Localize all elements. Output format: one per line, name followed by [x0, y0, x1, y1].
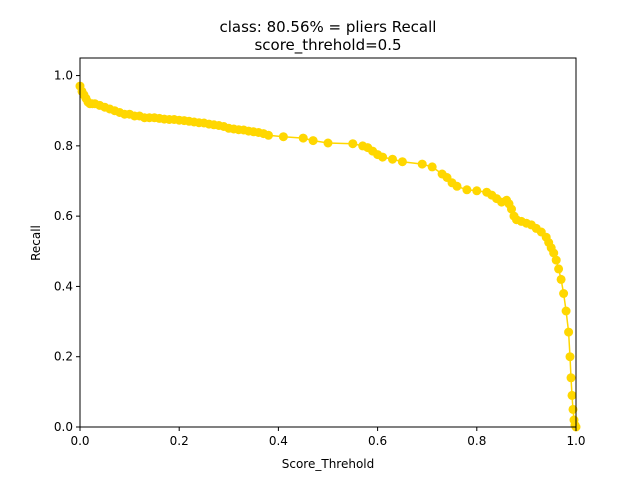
x-axis-ticks: 0.0 0.2 0.4 0.6 0.8 1.0	[70, 427, 586, 448]
data-point	[554, 264, 564, 274]
data-point	[298, 133, 308, 143]
data-point	[417, 159, 427, 169]
data-point	[278, 132, 288, 142]
x-tick-label: 0.4	[269, 434, 288, 448]
data-point	[323, 138, 333, 148]
data-point	[549, 248, 559, 258]
data-point	[427, 162, 437, 172]
data-point	[564, 327, 574, 337]
data-point	[507, 204, 516, 214]
data-point	[551, 255, 561, 265]
x-tick-label: 0.0	[70, 434, 89, 448]
plot-frame	[79, 57, 577, 428]
data-point	[566, 373, 576, 383]
data-point	[559, 289, 569, 298]
x-tick-label: 0.8	[467, 434, 486, 448]
y-tick-label: 0.4	[54, 279, 73, 293]
data-point	[565, 352, 575, 362]
y-tick-label: 0.0	[54, 420, 73, 434]
x-tick-label: 1.0	[566, 434, 585, 448]
chart-title: class: 80.56% = pliers Recall	[220, 18, 437, 36]
y-tick-label: 0.2	[54, 350, 73, 364]
series-layer	[75, 81, 581, 432]
data-point	[452, 181, 462, 191]
y-axis-ticks: 0.0 0.2 0.4 0.6 0.8 1.0	[54, 69, 80, 434]
data-point	[561, 306, 571, 316]
y-tick-label: 1.0	[54, 69, 73, 83]
y-axis-label: Recall	[29, 225, 43, 261]
data-point	[264, 130, 273, 140]
data-point	[568, 404, 578, 414]
chart-subtitle: score_threhold=0.5	[254, 36, 401, 55]
data-point	[388, 154, 397, 164]
data-point	[567, 390, 577, 400]
data-point	[397, 157, 407, 167]
x-tick-label: 0.6	[368, 434, 387, 448]
data-point	[378, 152, 388, 162]
data-point	[556, 274, 566, 284]
y-tick-label: 0.6	[54, 209, 73, 223]
x-axis-label: Score_Threhold	[282, 457, 375, 471]
data-point	[462, 185, 472, 195]
data-point	[308, 136, 318, 146]
data-point	[348, 139, 358, 149]
x-tick-label: 0.2	[170, 434, 189, 448]
data-point	[472, 186, 482, 196]
y-tick-label: 0.8	[54, 139, 73, 153]
